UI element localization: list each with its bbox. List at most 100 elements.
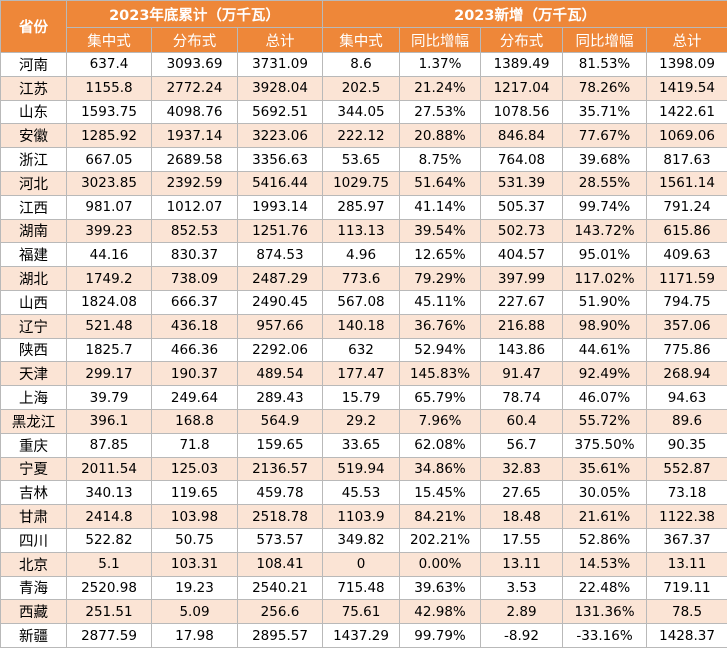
distributed-cell: 17.98 (151, 623, 238, 648)
new-centralized-cell: 715.48 (322, 575, 401, 601)
table-row: 浙江 667.05 2689.58 3356.63 53.65 8.75% 764.08 39… (0, 147, 727, 172)
province-cell: 甘肃 (0, 504, 67, 529)
new-distributed-yoy-cell: 375.50% (562, 432, 648, 458)
table-row: 新疆 2877.59 17.98 2895.57 1437.29 99.79% -8.92-… (0, 623, 727, 648)
col-header-new-distributed: 分布式 (480, 27, 564, 53)
table-row: 吉林 340.13 119.65 459.78 45.53 15.45% 27.65 30.0… (0, 480, 727, 506)
total-cell: 2487.29 (236, 266, 324, 291)
province-cell: 重庆 (0, 432, 67, 458)
total-cell: 573.57 (236, 527, 324, 553)
new-centralized-yoy-cell: 52.94% (399, 337, 482, 363)
new-centralized-cell: 285.97 (322, 194, 401, 220)
new-distributed-yoy-cell: 98.90% (562, 313, 648, 339)
total-cell: 2518.78 (236, 504, 324, 529)
province-cell: 河南 (0, 52, 67, 77)
new-centralized-yoy-cell: 36.76% (399, 313, 482, 339)
table-row: 四川 522.82 50.75 573.57 349.82 202.21% 17.55 52.… (0, 527, 727, 553)
total-cell: 874.53 (236, 242, 324, 268)
centralized-cell: 2414.8 (66, 504, 152, 529)
total-cell: 3928.04 (236, 75, 324, 101)
total-cell: 459.78 (236, 480, 324, 506)
col-header-total: 总计 (236, 27, 324, 53)
new-centralized-yoy-cell: 51.64% (399, 170, 482, 196)
new-total-cell: 268.94 (646, 361, 727, 387)
new-centralized-yoy-cell: 39.63% (399, 575, 482, 601)
new-centralized-yoy-cell: 39.54% (399, 218, 482, 244)
new-centralized-yoy-cell: 99.79% (399, 623, 482, 648)
new-total-cell: 719.11 (646, 575, 727, 601)
new-distributed-yoy-cell: 28.55% (562, 170, 648, 196)
new-centralized-cell: 140.18 (322, 313, 401, 339)
new-centralized-cell: 53.65 (322, 147, 401, 172)
centralized-cell: 522.82 (66, 527, 152, 553)
new-centralized-yoy-cell: 79.29% (399, 266, 482, 291)
distributed-cell: 1012.07 (151, 194, 238, 220)
new-centralized-cell: 45.53 (322, 480, 401, 506)
new-distributed-yoy-cell: 44.61% (562, 337, 648, 363)
distributed-cell: 19.23 (151, 575, 238, 601)
new-distributed-cell: 17.55 (480, 527, 564, 553)
new-distributed-cell: 1217.04 (480, 75, 564, 101)
table-body: 河南 637.4 3093.69 3731.09 8.6 1.37% 1389.49 81.5… (0, 52, 727, 648)
new-distributed-cell: 56.7 (480, 432, 564, 458)
centralized-cell: 1749.2 (66, 266, 152, 291)
new-distributed-cell: 505.37 (480, 194, 564, 220)
province-cell: 新疆 (0, 623, 67, 648)
cumulative-group-header: 2023年底累计（万千瓦） (65, 0, 324, 28)
province-cell: 上海 (0, 385, 67, 410)
new-centralized-cell: 1029.75 (322, 170, 401, 196)
total-cell: 1993.14 (236, 194, 324, 220)
centralized-cell: 251.51 (66, 599, 152, 625)
new-total-cell: 817.63 (646, 147, 727, 172)
centralized-cell: 44.16 (66, 242, 152, 268)
new-centralized-cell: 75.61 (322, 599, 401, 625)
header-group-row: 省份 2023年底累计（万千瓦） 2023新增（万千瓦） (0, 0, 727, 53)
new-total-cell: 357.06 (646, 313, 727, 339)
distributed-cell: 50.75 (151, 527, 238, 553)
province-cell: 陕西 (0, 337, 67, 363)
new-centralized-yoy-cell: 7.96% (399, 408, 482, 434)
province-cell: 四川 (0, 527, 67, 553)
new-centralized-cell: 344.05 (322, 99, 401, 125)
new-distributed-cell: 60.4 (480, 408, 564, 434)
centralized-cell: 299.17 (66, 361, 152, 387)
new-centralized-yoy-cell: 62.08% (399, 432, 482, 458)
new-total-cell: 89.6 (646, 408, 727, 434)
new-centralized-yoy-cell: 15.45% (399, 480, 482, 506)
new-centralized-cell: 29.2 (322, 408, 401, 434)
new-centralized-cell: 15.79 (322, 385, 401, 410)
province-cell: 宁夏 (0, 456, 67, 482)
table-row: 西藏 251.51 5.09 256.6 75.61 42.98% 2.89 131.36% 7… (0, 599, 727, 625)
new-distributed-yoy-cell: 92.49% (562, 361, 648, 387)
total-cell: 159.65 (236, 432, 324, 458)
new-total-cell: 1069.06 (646, 123, 727, 149)
total-cell: 2895.57 (236, 623, 324, 648)
table-row: 江西 981.07 1012.07 1993.14 285.97 41.14% 505.37… (0, 194, 727, 220)
new-centralized-cell: 519.94 (322, 456, 401, 482)
total-cell: 489.54 (236, 361, 324, 387)
table-header: 省份 2023年底累计（万千瓦） 2023新增（万千瓦） 集中式 分布式 总计 … (0, 0, 727, 53)
total-cell: 3356.63 (236, 147, 324, 172)
new-distributed-cell: 13.11 (480, 551, 564, 577)
new-distributed-yoy-cell: 22.48% (562, 575, 648, 601)
distributed-cell: 125.03 (151, 456, 238, 482)
new-centralized-yoy-cell: 8.75% (399, 147, 482, 172)
new-distributed-yoy-cell: 99.74% (562, 194, 648, 220)
col-header-new-total: 总计 (646, 27, 727, 53)
new-distributed-yoy-cell: 117.02% (562, 266, 648, 291)
centralized-cell: 1155.8 (66, 75, 152, 101)
new-distributed-cell: 2.89 (480, 599, 564, 625)
new-total-cell: 73.18 (646, 480, 727, 506)
new-distributed-cell: 1078.56 (480, 99, 564, 125)
province-cell: 浙江 (0, 147, 67, 172)
total-cell: 5692.51 (236, 99, 324, 125)
centralized-cell: 1285.92 (66, 123, 152, 149)
new-centralized-yoy-cell: 45.11% (399, 289, 482, 315)
table-row: 江苏 1155.8 2772.24 3928.04 202.5 21.24% 1217.04… (0, 75, 727, 101)
new-distributed-yoy-cell: 14.53% (562, 551, 648, 577)
new-centralized-cell: 1437.29 (322, 623, 401, 648)
new-total-cell: 794.75 (646, 289, 727, 315)
new-centralized-yoy-cell: 84.21% (399, 504, 482, 529)
new-distributed-yoy-cell: 95.01% (562, 242, 648, 268)
